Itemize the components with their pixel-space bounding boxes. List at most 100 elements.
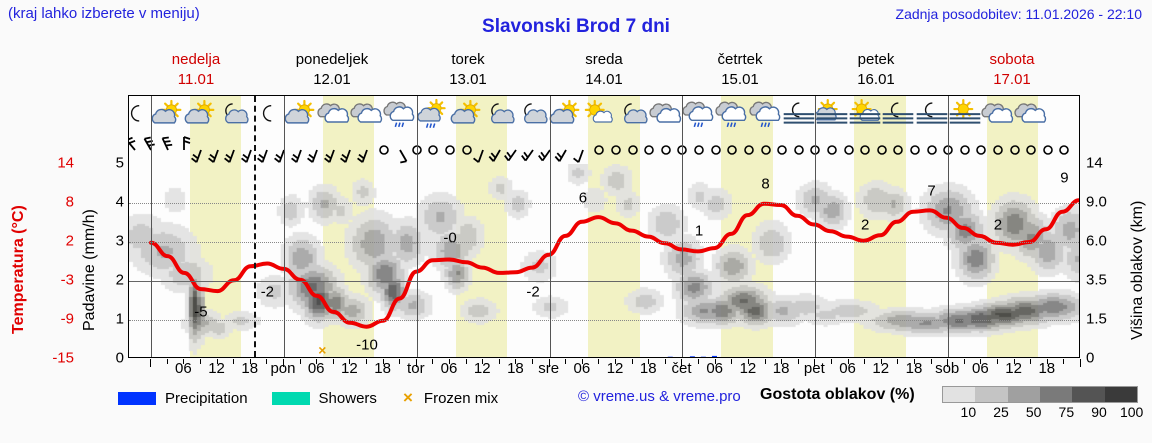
x-tick-75 xyxy=(565,359,567,364)
x-label-06-16: 06 xyxy=(706,360,724,377)
x-label-06-0: 06 xyxy=(175,360,192,377)
x-tick-102 xyxy=(714,359,716,364)
day-header-row: nedelja 11.01 ponedeljek 12.01 torek 13.01 sre… xyxy=(128,50,1080,92)
wind-barb-40 xyxy=(784,136,814,164)
wind-barb-20 xyxy=(452,136,482,164)
wind-barb-37 xyxy=(734,136,764,164)
x-tick-27 xyxy=(299,359,301,364)
wind-barb-35 xyxy=(701,136,731,164)
credit-link[interactable]: © vreme.us & vreme.pro xyxy=(578,388,741,405)
x-label-18-22: 18 xyxy=(905,360,923,377)
cloud-density-title: Gostota oblakov (%) xyxy=(760,386,915,403)
weather-icon-sun-cloud-10 xyxy=(450,98,484,132)
day-header-1: ponedeljek 12.01 xyxy=(264,50,400,92)
wind-barb-42 xyxy=(817,136,847,164)
x-tick-30 xyxy=(316,359,318,364)
precipitation-layer: × xyxy=(318,342,717,358)
wind-barb-38 xyxy=(751,136,781,164)
precip-bar-3 xyxy=(667,356,673,357)
wind-barb-25 xyxy=(535,136,565,164)
weather-icon-strip xyxy=(129,96,1079,136)
precip-tick-4: 1 xyxy=(115,310,124,328)
x-label-12-13: 12 xyxy=(606,360,624,377)
temp-label-9: 7 xyxy=(927,182,936,200)
day-name: četrtek xyxy=(717,51,763,68)
day-separator-2 xyxy=(416,96,418,357)
precip-bar-7 xyxy=(711,355,717,357)
x-tick-153 xyxy=(996,359,998,364)
precip-bar-5 xyxy=(689,356,695,357)
wind-barb-22 xyxy=(485,136,515,164)
cloud-density-layer xyxy=(129,164,1079,357)
weather-icon-sun-cloud-drizzle-9 xyxy=(416,98,450,132)
x-tick-162 xyxy=(1046,359,1048,364)
temp-tick-3: -3 xyxy=(60,271,74,289)
frozen-mix-icon: × xyxy=(402,388,413,407)
x-tick-45 xyxy=(399,359,401,364)
day-name: nedelja xyxy=(171,51,221,68)
x-tick-141 xyxy=(930,359,932,364)
x-tick-168 xyxy=(1080,359,1081,367)
temp-label-0: -5 xyxy=(194,303,208,321)
frozen-mix-label: Frozen mix xyxy=(423,389,499,407)
wind-barb-27 xyxy=(568,136,598,164)
precip-bar-4 xyxy=(679,357,684,358)
x-tick-51 xyxy=(432,359,434,364)
precip-bar-6 xyxy=(700,356,706,357)
density-tick-90: 90 xyxy=(1091,404,1107,420)
meteogram-plot: × -5-2-10-0-26182729284 xyxy=(128,95,1080,358)
weather-icon-moon-0 xyxy=(129,98,152,132)
cloudheight-axis-title: Višina oblakov (km) xyxy=(1129,200,1146,340)
x-tick-6 xyxy=(183,359,185,364)
x-label-tor-7: tor xyxy=(407,360,425,377)
weather-icon-cloud-rain-8 xyxy=(383,98,417,132)
wind-barb-48 xyxy=(917,136,947,164)
cloudheight-tick-5: 0 xyxy=(1086,349,1095,367)
x-tick-90 xyxy=(648,359,650,364)
day-date: 17.01 xyxy=(993,71,1031,88)
showers-label: Showers xyxy=(318,389,377,407)
x-label-18-10: 18 xyxy=(507,360,524,377)
wind-barb-strip xyxy=(129,136,1079,164)
wind-barb-46 xyxy=(883,136,913,164)
x-tick-33 xyxy=(332,359,334,364)
x-tick-48 xyxy=(415,359,417,367)
weather-icon-moon-4 xyxy=(250,98,284,132)
wind-barb-24 xyxy=(518,136,548,164)
x-label-06-8: 06 xyxy=(440,360,458,377)
temp-tick-1: 8 xyxy=(65,193,74,211)
wind-barb-28 xyxy=(584,136,614,164)
wind-barb-26 xyxy=(551,136,581,164)
weather-icon-cloud-partial-16 xyxy=(649,98,683,132)
x-tick-114 xyxy=(781,359,783,364)
density-tick-25: 25 xyxy=(993,404,1009,420)
legend: Precipitation Showers × Frozen mix xyxy=(118,386,522,410)
precipitation-label: Precipitation xyxy=(165,389,248,407)
wind-barb-3 xyxy=(169,136,199,164)
wind-barb-11 xyxy=(302,136,332,164)
weather-icon-sun-cloud-small-14 xyxy=(582,98,616,132)
wind-barb-44 xyxy=(850,136,880,164)
x-label-sob-23: sob xyxy=(935,360,960,377)
x-tick-108 xyxy=(747,359,749,364)
wind-barb-0 xyxy=(129,136,150,164)
x-axis-labels: 06 12 18 pon 06 12 18 tor 06 12 18 sre 06 12 18 čet 06 12… xyxy=(128,359,1081,382)
x-tick-57 xyxy=(465,359,467,364)
weather-icon-moon-fog-23 xyxy=(881,98,915,132)
weather-icon-cloud-drizzle-19 xyxy=(748,98,783,132)
gridline-3 xyxy=(129,281,1079,282)
temp-label-6: 1 xyxy=(694,222,704,240)
wind-barb-7 xyxy=(236,136,266,164)
legend-item-showers: Showers xyxy=(271,389,377,407)
x-label-sre-11: sre xyxy=(538,360,560,377)
x-label-06-4: 06 xyxy=(307,360,325,377)
weather-icon-cloud-partial-6 xyxy=(317,98,351,132)
wind-barb-2 xyxy=(153,136,183,164)
cloudheight-tick-0: 14 xyxy=(1086,154,1103,172)
x-tick-105 xyxy=(731,359,733,364)
cloudheight-tick-2: 6.0 xyxy=(1086,232,1107,250)
weather-icon-sun-cloud-13 xyxy=(549,98,583,132)
density-tick-50: 50 xyxy=(1025,404,1042,420)
wind-barb-6 xyxy=(219,136,249,164)
precip-tick-0: 5 xyxy=(115,154,124,172)
